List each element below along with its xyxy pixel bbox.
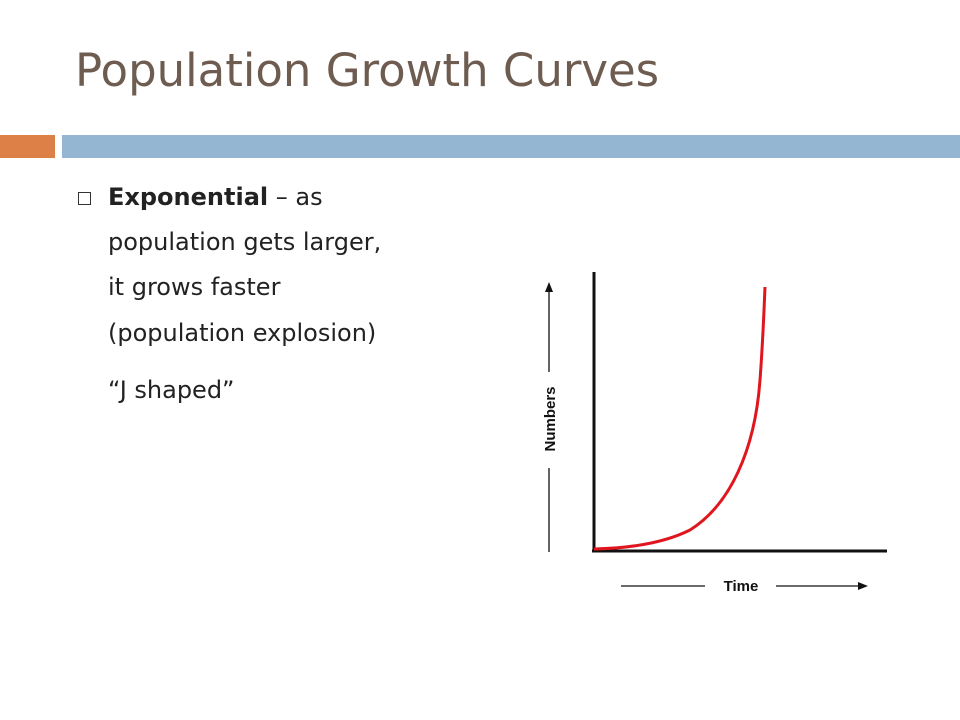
bullet-text: – as: [275, 183, 323, 211]
x-label: Time: [724, 578, 759, 595]
bullet-text: it grows faster: [108, 273, 281, 301]
y-label: Numbers: [542, 386, 559, 451]
arrow-head: [545, 282, 553, 292]
bullet-term: Exponential: [108, 183, 269, 211]
arrow-head: [858, 582, 868, 590]
bullet-line: Exponential – as: [108, 183, 323, 211]
bullet-text: population gets larger,: [108, 228, 382, 256]
bullet-icon: [78, 192, 91, 205]
slide-title: Population Growth Curves: [75, 44, 660, 97]
bullet-note: “J shaped”: [108, 376, 235, 404]
bullet-text: (population explosion): [108, 319, 377, 347]
accent-bar: [0, 135, 55, 158]
title-bar: [62, 135, 960, 158]
j-curve: [593, 286, 767, 551]
